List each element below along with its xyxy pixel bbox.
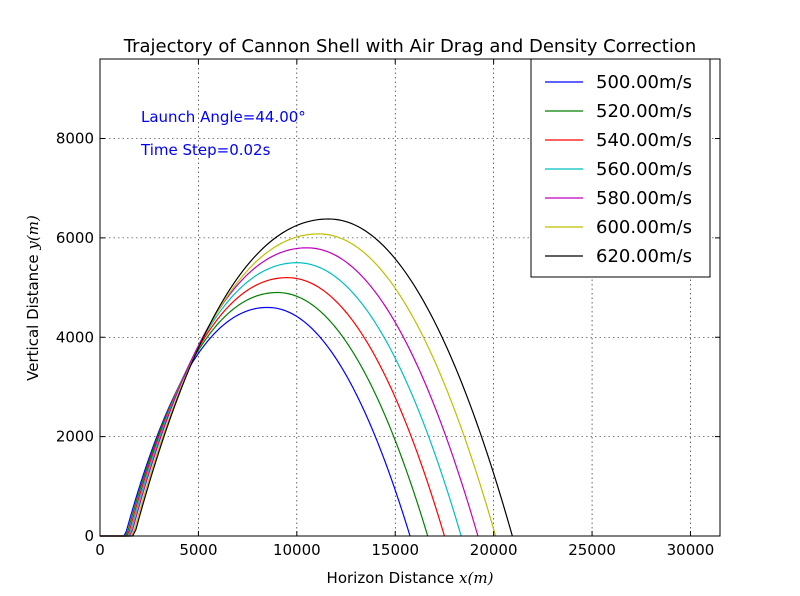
x-tick-label: 15000	[371, 541, 419, 559]
trajectory-line-4	[100, 247, 479, 537]
x-tick-label: 5000	[179, 541, 217, 559]
chart-title: Trajectory of Cannon Shell with Air Drag…	[123, 36, 697, 57]
legend-label-4: 580.00m/s	[596, 188, 692, 209]
x-tick-label: 10000	[273, 541, 321, 559]
legend-label-1: 520.00m/s	[596, 101, 692, 122]
legend-label-2: 540.00m/s	[596, 130, 692, 151]
y-tick-label: 8000	[56, 130, 94, 148]
trajectory-line-1	[100, 291, 429, 537]
legend-label-6: 620.00m/s	[596, 246, 692, 267]
grid	[100, 59, 720, 536]
y-tick-label: 6000	[56, 229, 94, 247]
plot-frame	[99, 58, 721, 537]
launch-angle-annotation: Launch Angle=44.00°	[141, 108, 306, 126]
legend-label-5: 600.00m/s	[596, 217, 692, 238]
trajectory-curves	[100, 218, 513, 537]
axis-ticks: 0 5000 10000 15000 20000 25000 30000 0 2000 4000 6…	[56, 59, 720, 559]
x-axis-label: Horizon Distance x(m)	[327, 569, 494, 587]
y-tick-label: 0	[84, 527, 94, 545]
legend-frame	[530, 58, 711, 278]
y-tick-label: 4000	[56, 328, 94, 346]
x-tick-label: 30000	[667, 541, 715, 559]
x-tick-label: 25000	[568, 541, 616, 559]
trajectory-line-0	[100, 306, 411, 537]
trajectory-line-3	[100, 262, 462, 537]
legend-label-3: 560.00m/s	[596, 159, 692, 180]
y-tick-label: 2000	[56, 428, 94, 446]
trajectory-line-5	[100, 233, 497, 537]
legend: 500.00m/s 520.00m/s 540.00m/s 560.00m/s 580.…	[530, 58, 711, 278]
x-tick-label: 0	[95, 541, 105, 559]
y-axis-label: Vertical Distance y(m)	[24, 215, 42, 381]
time-step-annotation: Time Step=0.02s	[140, 141, 271, 159]
trajectory-line-2	[100, 277, 446, 537]
trajectory-line-6	[100, 218, 513, 537]
legend-label-0: 500.00m/s	[596, 72, 692, 93]
x-tick-label: 20000	[470, 541, 518, 559]
